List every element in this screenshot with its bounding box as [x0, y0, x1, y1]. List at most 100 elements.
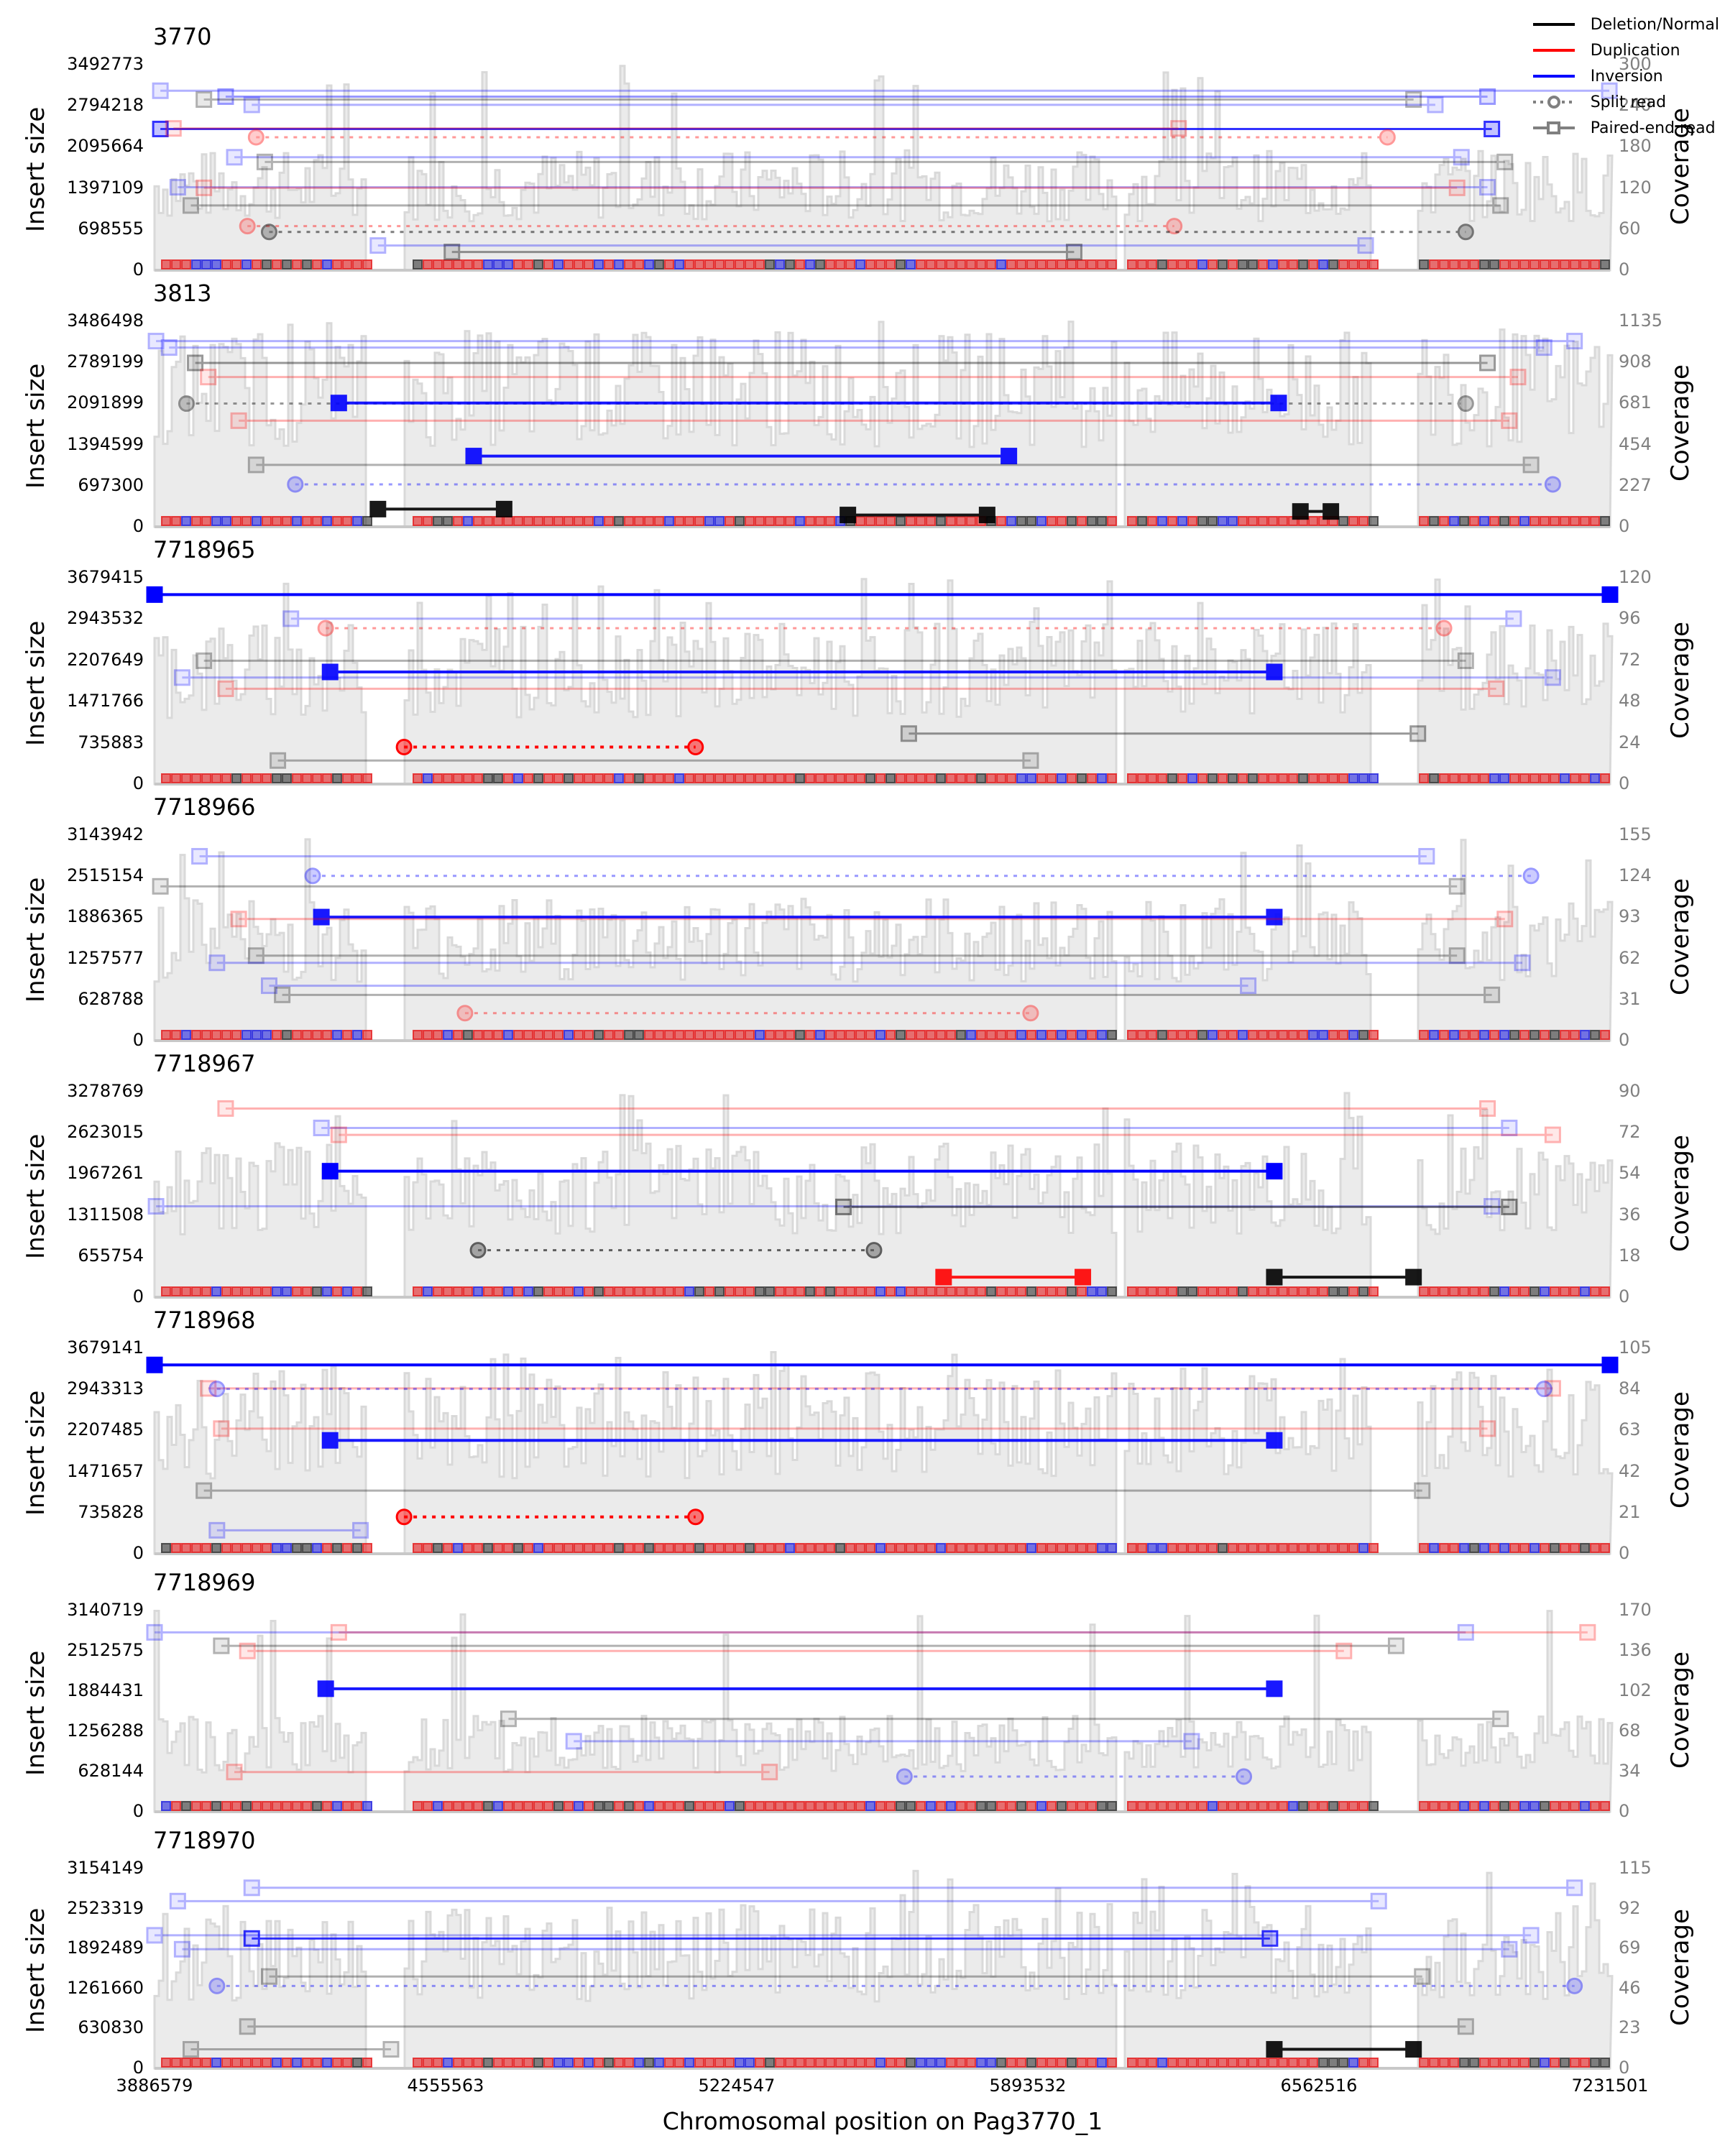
coverage-tick-label: 62 [1619, 947, 1641, 968]
inversion-paired-end-read [146, 1623, 1474, 1641]
inversion-split-read [208, 1381, 1552, 1398]
coverage-tick-label: 454 [1619, 433, 1652, 454]
duplication-paired-end-read [200, 1380, 1561, 1397]
coverage-tick-label: 1135 [1619, 310, 1663, 331]
y-tick-label: 630830 [78, 2017, 144, 2038]
coverage-area [153, 65, 1614, 272]
coverage-tick-label: 36 [1619, 1204, 1641, 1225]
duplication-split-read [239, 218, 1183, 235]
deletion-paired-end-read [213, 1637, 1404, 1654]
duplication-split-read [395, 739, 704, 756]
inversion-paired-end-read [321, 1163, 1283, 1180]
deletion-paired-end-read [187, 354, 1496, 372]
y-tick-label: 2789199 [67, 351, 144, 372]
y-tick-label: 1471657 [67, 1460, 144, 1481]
legend-item-paired-end: Paired-end read [1532, 115, 1719, 141]
panel-title: 7718966 [153, 793, 256, 821]
duplication-paired-end-read [935, 1268, 1092, 1286]
coverage-axis-label: Coverage [1666, 1651, 1695, 1769]
y-tick-label: 2515154 [67, 865, 144, 886]
x-tick-label: 5224547 [698, 2076, 776, 2096]
coverage-tick-label: 23 [1619, 2017, 1641, 2038]
coverage-tick-label: 0 [1619, 1286, 1630, 1307]
coverage-tick-label: 170 [1619, 1600, 1652, 1620]
panel-7718969 [146, 1609, 1614, 1813]
inversion-paired-end-read [146, 1356, 1619, 1373]
panel-title: 7718969 [153, 1569, 256, 1596]
inversion-paired-end-read [226, 149, 1470, 166]
y-tick-label: 2091899 [67, 392, 144, 413]
coverage-axis-label: Coverage [1666, 1909, 1695, 2026]
inversion-paired-end-read [317, 1680, 1283, 1697]
coverage-area [153, 1351, 1614, 1555]
y-tick-label: 0 [132, 2058, 144, 2078]
duplication-paired-end-read [217, 680, 1505, 697]
deletion-paired-end-read [183, 2041, 400, 2058]
deletion-paired-end-read [900, 725, 1427, 742]
x-tick-label: 6562516 [1280, 2076, 1358, 2096]
y-tick-label: 2794218 [67, 95, 144, 116]
inversion-paired-end-read [243, 1930, 1279, 1947]
y-tick-label: 3486498 [67, 310, 144, 331]
duplication-paired-end-read [330, 1623, 1596, 1641]
deletion-paired-end-read [196, 1482, 1431, 1499]
coverage-area [153, 1609, 1614, 1813]
y-axis-label: Insert size [22, 1650, 50, 1776]
coverage-axis-label: Coverage [1666, 621, 1695, 739]
coverage-tick-label: 120 [1619, 567, 1652, 587]
coverage-tick-label: 124 [1619, 865, 1652, 886]
coverage-tick-label: 0 [1619, 2058, 1630, 2078]
panel-title: 7718970 [153, 1827, 256, 1854]
inversion-paired-end-read [565, 1733, 1200, 1750]
y-tick-label: 0 [132, 1801, 144, 1821]
panel-title: 7718965 [153, 536, 256, 563]
inversion-paired-end-read [146, 1927, 1540, 1944]
inversion-paired-end-read [243, 96, 1444, 114]
coverage-tick-label: 63 [1619, 1419, 1641, 1440]
inversion-paired-end-read [217, 88, 1496, 105]
deletion-paired-end-read [196, 652, 1474, 669]
legend-label: Paired-end read [1590, 119, 1716, 137]
inversion-split-read [304, 867, 1540, 885]
y-tick-label: 628144 [78, 1761, 144, 1781]
y-tick-label: 2095664 [67, 136, 144, 157]
duplication-paired-end-read [165, 120, 1187, 137]
y-tick-label: 3143942 [67, 824, 144, 844]
coverage-tick-label: 72 [1619, 649, 1641, 670]
panel-3813 [147, 321, 1614, 528]
y-tick-label: 1397109 [67, 177, 144, 198]
coverage-axis-label: Coverage [1666, 878, 1695, 995]
inversion-paired-end-read [152, 82, 1618, 99]
duplication-split-read [395, 1508, 704, 1526]
inversion-paired-end-read [330, 395, 1287, 412]
duplication-paired-end-read [230, 412, 1518, 429]
deletion-paired-end-read [835, 1198, 1518, 1215]
deletion-paired-end-read [1292, 503, 1340, 520]
coverage-tick-label: 34 [1619, 1761, 1641, 1781]
x-tick-label: 5893532 [989, 2076, 1067, 2096]
coverage-tick-label: 21 [1619, 1501, 1641, 1522]
coverage-area [153, 321, 1614, 528]
panel-7718970 [146, 1869, 1614, 2070]
coverage-tick-label: 136 [1619, 1640, 1652, 1660]
y-axis-label: Insert size [22, 620, 50, 746]
duplication-paired-end-read [217, 1100, 1496, 1117]
deletion-split-read [469, 1242, 883, 1259]
panel-title: 7718968 [153, 1307, 256, 1334]
coverage-tick-label: 24 [1619, 732, 1641, 752]
coverage-tick-label: 84 [1619, 1378, 1641, 1399]
split-read-circle-icon [1532, 96, 1575, 109]
duplication-paired-end-read [196, 179, 1466, 196]
coverage-tick-label: 227 [1619, 474, 1652, 495]
x-tick-label: 7231501 [1571, 2076, 1649, 2096]
legend-item-duplication: Duplication [1532, 37, 1719, 63]
x-axis-label: Chromosomal position on Pag3770_1 [662, 2107, 1103, 2135]
duplication-line-icon [1532, 49, 1575, 52]
y-tick-label: 3278769 [67, 1081, 144, 1101]
y-axis-label: Insert size [22, 363, 50, 489]
inversion-paired-end-read [321, 1432, 1283, 1449]
duplication-split-read [456, 1005, 1039, 1022]
deletion-paired-end-read [840, 507, 995, 524]
coverage-tick-label: 60 [1619, 218, 1641, 239]
